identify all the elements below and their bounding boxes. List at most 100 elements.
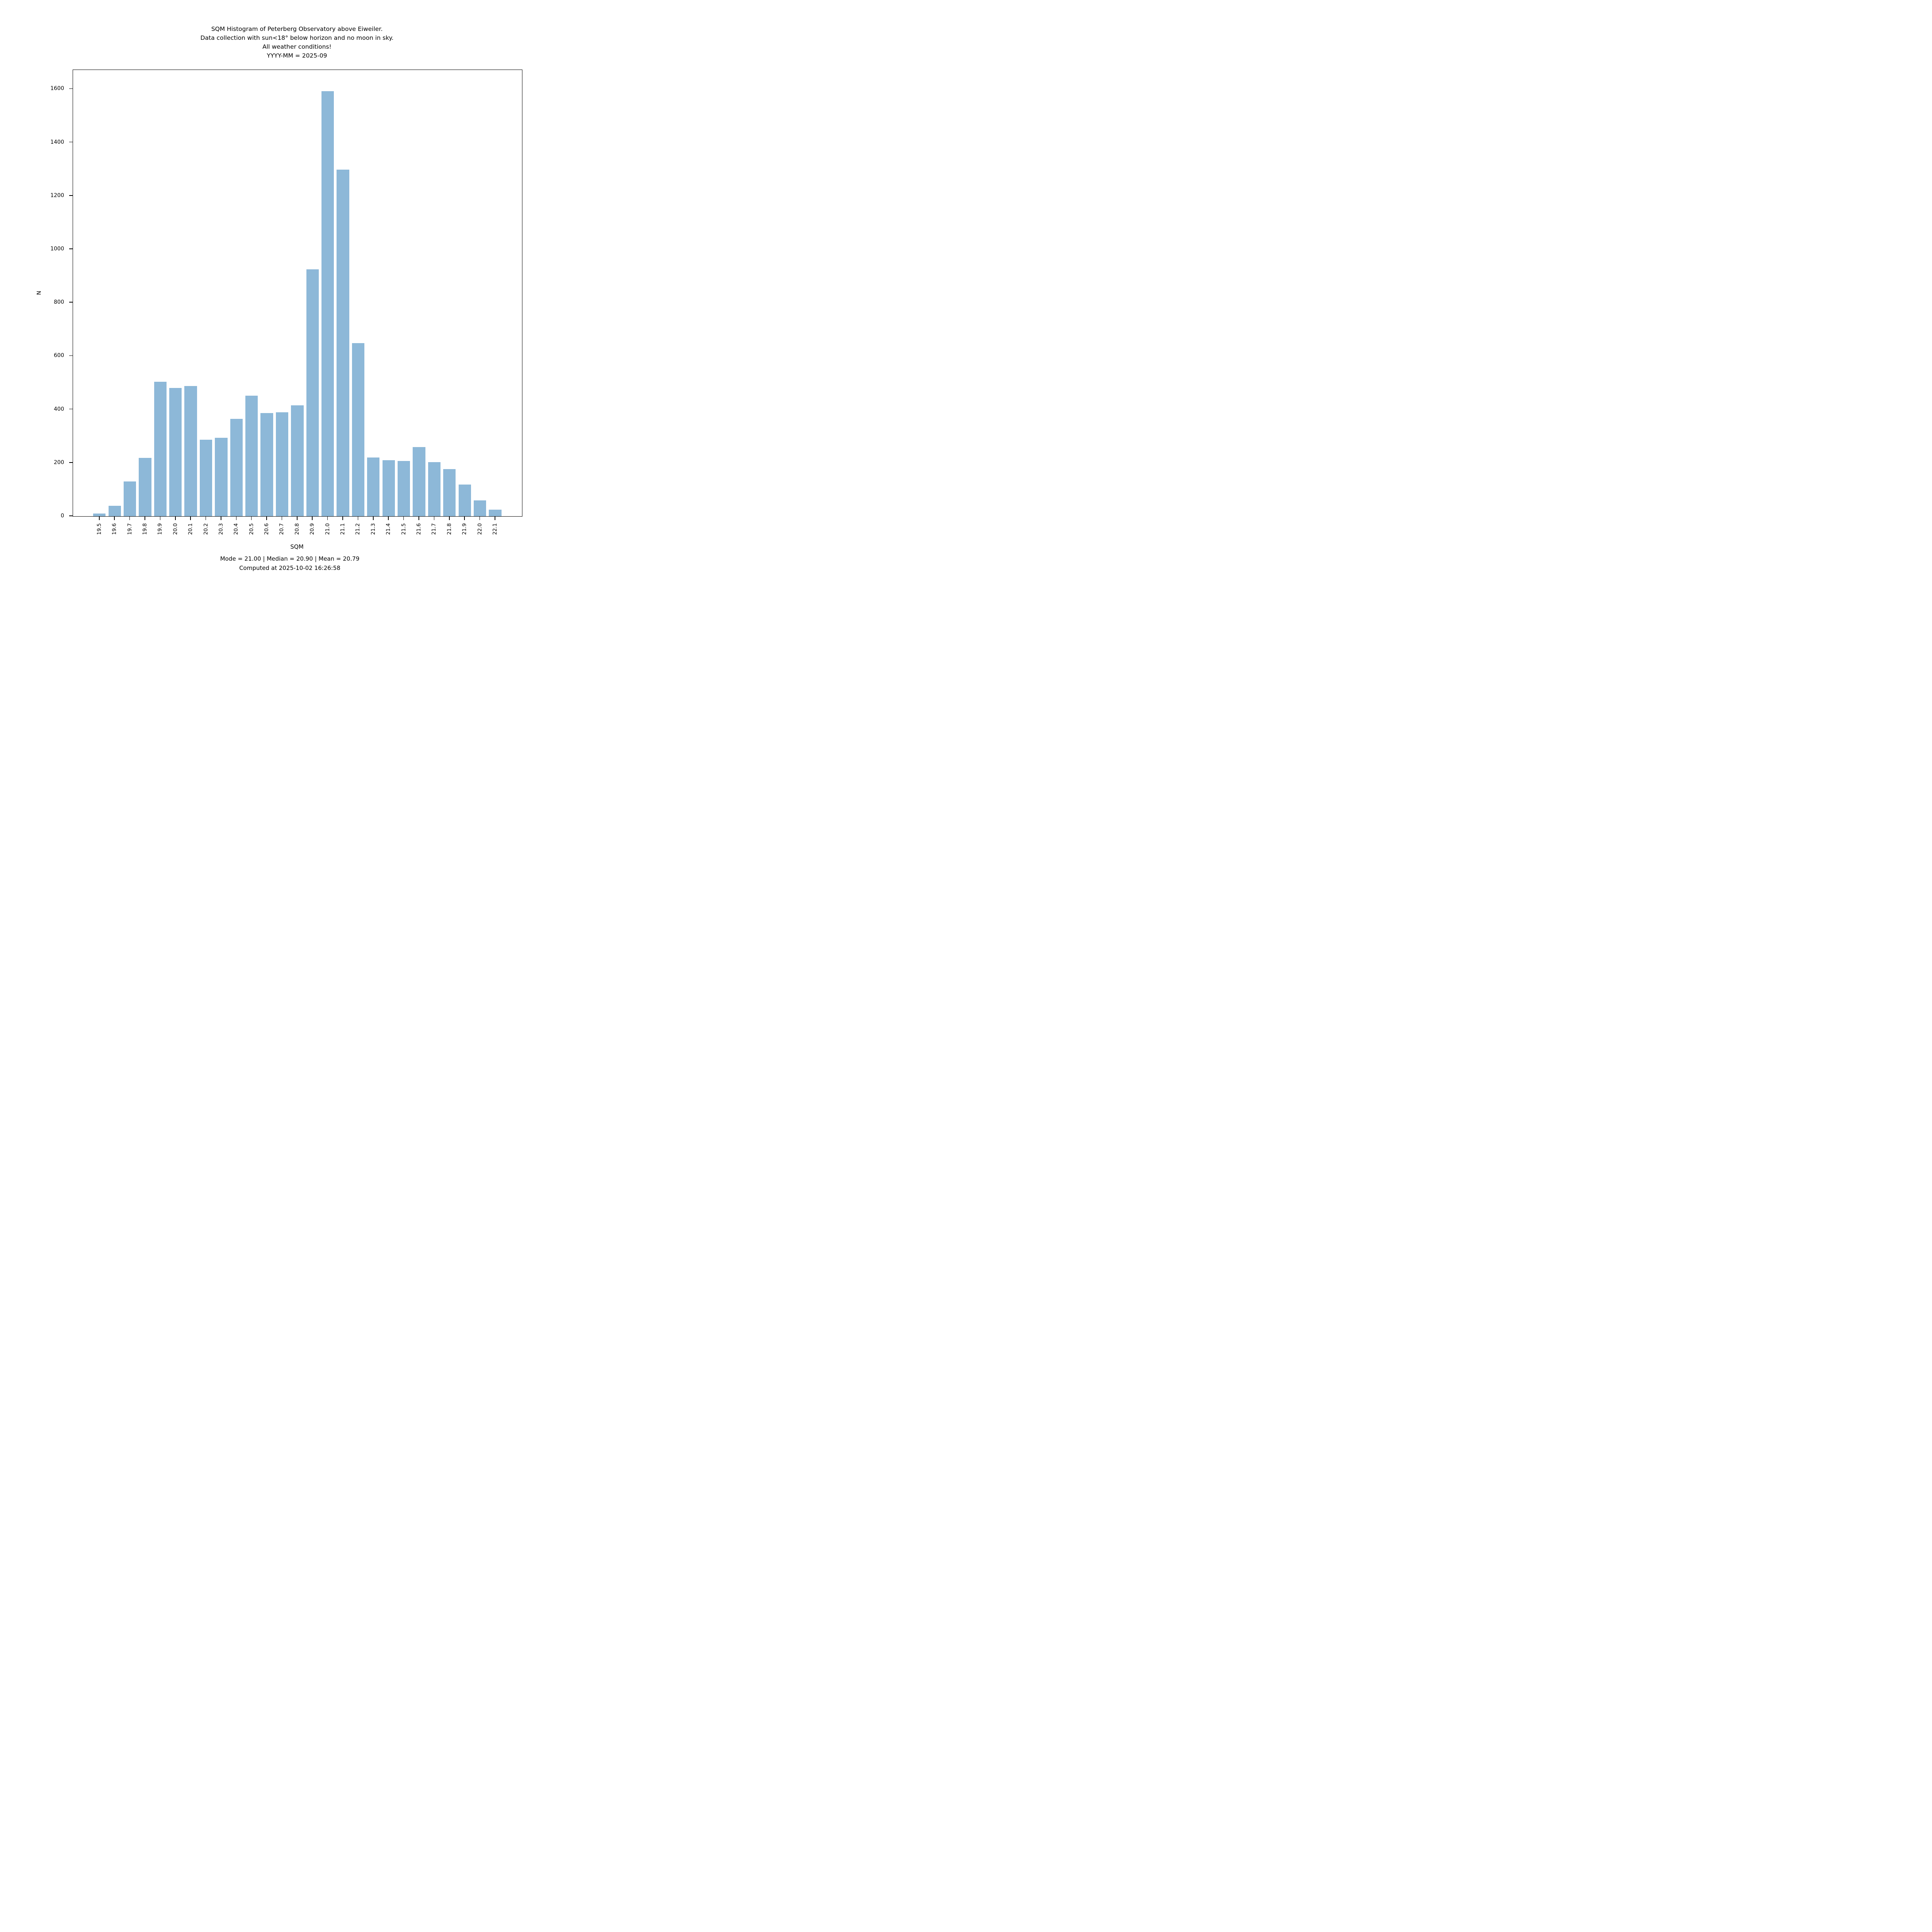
x-axis-tick (357, 516, 359, 520)
histogram-bar-20.7 (276, 412, 289, 516)
x-axis-tick (449, 516, 450, 520)
x-axis-tick-label: 20.5 (248, 523, 255, 535)
x-axis-tick (160, 516, 161, 520)
chart-title-line-3: All weather conditions! (262, 43, 332, 50)
histogram-bar-21.1 (337, 170, 349, 516)
x-axis-tick (418, 516, 419, 520)
x-axis-tick-label: 21.4 (385, 523, 392, 535)
x-axis-tick-label: 20.8 (294, 523, 300, 535)
x-axis-tick (342, 516, 343, 520)
y-axis-tick (69, 88, 73, 89)
histogram-bar-22.0 (473, 500, 486, 516)
histogram-bar-19.7 (123, 481, 136, 516)
x-axis-tick (236, 516, 237, 520)
histogram-bar-21.7 (428, 462, 441, 516)
x-axis-tick (99, 516, 100, 520)
chart-title-line-1: SQM Histogram of Peterberg Observatory a… (211, 26, 383, 32)
y-axis-tick-label: 1600 (50, 85, 64, 92)
y-axis-tick-label: 1000 (50, 246, 64, 252)
histogram-bar-22.1 (489, 510, 502, 516)
x-axis-tick (175, 516, 176, 520)
x-axis-tick (464, 516, 465, 520)
histogram-bar-20.0 (169, 388, 182, 516)
y-axis-tick-label: 400 (54, 406, 64, 412)
y-axis-tick-label: 0 (61, 513, 64, 519)
x-axis-tick-label: 21.6 (416, 523, 422, 535)
chart-title: SQM Histogram of Peterberg Observatory a… (72, 25, 522, 60)
histogram-bar-21.0 (321, 91, 334, 516)
x-axis-tick-label: 21.1 (340, 523, 346, 535)
histogram-bar-20.3 (215, 437, 228, 516)
x-axis-tick (403, 516, 404, 520)
histogram-bar-21.4 (382, 460, 395, 516)
x-axis-tick-label: 21.5 (400, 523, 407, 535)
x-axis-tick-label: 20.0 (172, 523, 179, 535)
x-axis-tick (251, 516, 252, 520)
x-axis-tick-label: 21.0 (324, 523, 331, 535)
x-axis-tick-label: 20.1 (187, 523, 194, 535)
x-axis-tick-label: 21.2 (355, 523, 361, 535)
x-axis-tick-label: 20.2 (202, 523, 209, 535)
x-axis-tick-label: 20.3 (218, 523, 224, 535)
histogram-bar-20.9 (306, 269, 319, 516)
x-axis-tick-label: 19.7 (126, 523, 133, 535)
x-axis-tick-label: 19.8 (141, 523, 148, 535)
x-axis-tick (312, 516, 313, 520)
histogram-bar-21.6 (413, 447, 425, 516)
x-axis-tick (373, 516, 374, 520)
histogram-bar-19.5 (93, 514, 106, 516)
y-axis-tick (69, 248, 73, 249)
x-axis-tick-label: 20.7 (279, 523, 285, 535)
x-axis-tick (266, 516, 267, 520)
x-axis-tick (297, 516, 298, 520)
y-axis-tick-label: 200 (54, 459, 64, 466)
x-axis-tick (114, 516, 115, 520)
y-axis-tick (69, 355, 73, 356)
y-axis-tick-label: 800 (54, 299, 64, 306)
x-axis-tick-label: 20.4 (233, 523, 240, 535)
x-axis-tick-label: 21.8 (446, 523, 452, 535)
x-axis-tick (388, 516, 389, 520)
histogram-bar-21.9 (458, 485, 471, 516)
x-axis-tick-label: 19.9 (157, 523, 163, 535)
y-axis-tick (69, 302, 73, 303)
x-axis-tick-label: 21.3 (370, 523, 376, 535)
figure-canvas: SQM Histogram of Peterberg Observatory a… (0, 0, 580, 580)
histogram-bar-20.2 (199, 440, 213, 516)
y-axis-tick (69, 141, 73, 143)
x-axis-tick-label: 22.1 (492, 523, 498, 535)
histogram-bar-21.5 (397, 461, 410, 516)
chart-title-line-2: Data collection with sun<18° below horiz… (200, 34, 394, 41)
histogram-bar-20.4 (230, 418, 243, 516)
histogram-bar-19.6 (108, 506, 121, 516)
x-axis-tick-label: 21.9 (461, 523, 468, 535)
y-axis-tick (69, 462, 73, 463)
x-axis-tick-label: 22.0 (476, 523, 483, 535)
y-axis-label: N (36, 291, 43, 295)
x-axis-tick (434, 516, 435, 520)
footer-computed-timestamp: Computed at 2025-10-02 16:26:58 (239, 565, 340, 571)
histogram-bar-20.5 (245, 395, 258, 516)
x-axis-tick-label: 19.6 (111, 523, 118, 535)
y-axis-tick (69, 408, 73, 410)
chart-title-line-4: YYYY-MM = 2025-09 (267, 52, 327, 59)
x-axis-tick (190, 516, 191, 520)
x-axis-tick (129, 516, 130, 520)
histogram-bar-21.8 (443, 469, 456, 516)
y-axis-tick (69, 515, 73, 516)
histogram-bar-20.1 (184, 386, 197, 516)
histogram-bar-20.6 (260, 413, 273, 516)
x-axis-tick-label: 20.6 (264, 523, 270, 535)
x-axis-tick-label: 19.5 (96, 523, 102, 535)
y-axis-tick-label: 1200 (50, 192, 64, 199)
plot-area (72, 70, 522, 517)
y-axis-tick (69, 195, 73, 196)
x-axis-label: SQM (290, 543, 304, 550)
y-axis-tick-label: 1400 (50, 139, 64, 145)
histogram-bar-19.8 (139, 457, 151, 516)
x-axis-tick-label: 20.9 (309, 523, 316, 535)
x-axis-tick (327, 516, 328, 520)
histogram-bar-21.3 (367, 457, 380, 516)
histogram-bar-21.2 (352, 343, 365, 516)
histogram-bar-20.8 (291, 405, 304, 516)
